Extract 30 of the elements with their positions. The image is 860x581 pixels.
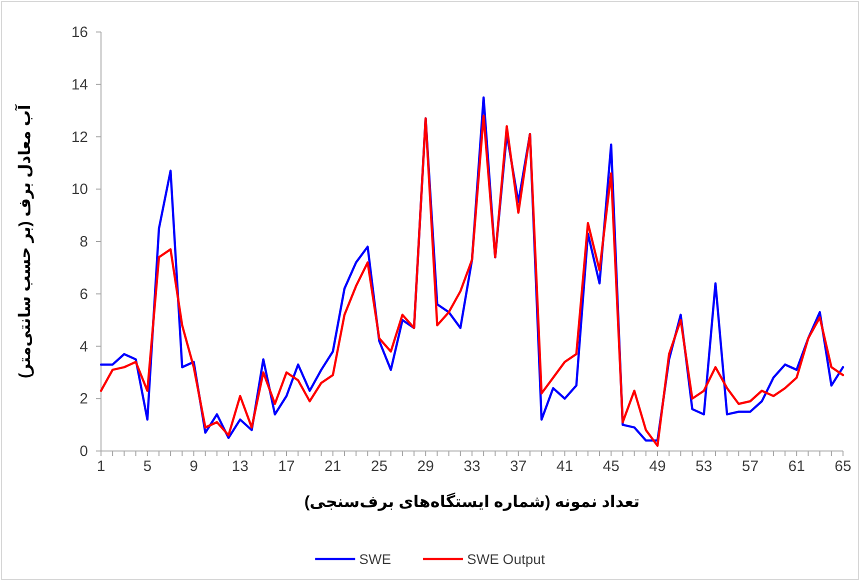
x-tick-label: 37 — [510, 458, 527, 475]
x-tick-label: 25 — [370, 458, 388, 475]
x-tick-label: 5 — [143, 458, 152, 475]
x-tick-label: 49 — [649, 458, 666, 475]
x-tick-label: 45 — [602, 458, 620, 475]
y-tick-label: 14 — [71, 76, 88, 94]
y-tick-label: 2 — [80, 390, 88, 408]
x-tick-label: 53 — [696, 458, 712, 475]
y-tick-label: 6 — [80, 286, 88, 303]
x-axis-title: تعداد نمونه (شماره ایستگاه‌های برف‌سنجی) — [304, 494, 640, 511]
x-tick-label: 9 — [190, 458, 198, 475]
y-axis-title: آب معادل برف (بر حسب سانتی‌متر) — [17, 104, 34, 378]
legend-label: SWE — [359, 551, 392, 567]
legend-label: SWE Output — [467, 551, 545, 567]
x-tick-label: 61 — [788, 458, 805, 475]
y-tick-label: 8 — [80, 234, 88, 250]
y-tick-label: 0 — [80, 443, 88, 460]
y-tick-label: 4 — [80, 338, 88, 356]
y-tick-label: 12 — [71, 128, 88, 146]
x-tick-label: 57 — [742, 458, 759, 475]
y-tick-label: 10 — [71, 181, 88, 198]
x-tick-label: 41 — [556, 458, 574, 475]
x-tick-label: 17 — [278, 458, 295, 475]
x-tick-label: 1 — [96, 458, 106, 475]
x-tick-label: 29 — [417, 458, 434, 475]
x-tick-label: 65 — [834, 458, 852, 475]
x-tick-label: 21 — [324, 458, 342, 475]
x-tick-label: 13 — [232, 458, 248, 475]
y-tick-label: 16 — [71, 24, 88, 41]
x-tick-label: 33 — [464, 458, 480, 475]
